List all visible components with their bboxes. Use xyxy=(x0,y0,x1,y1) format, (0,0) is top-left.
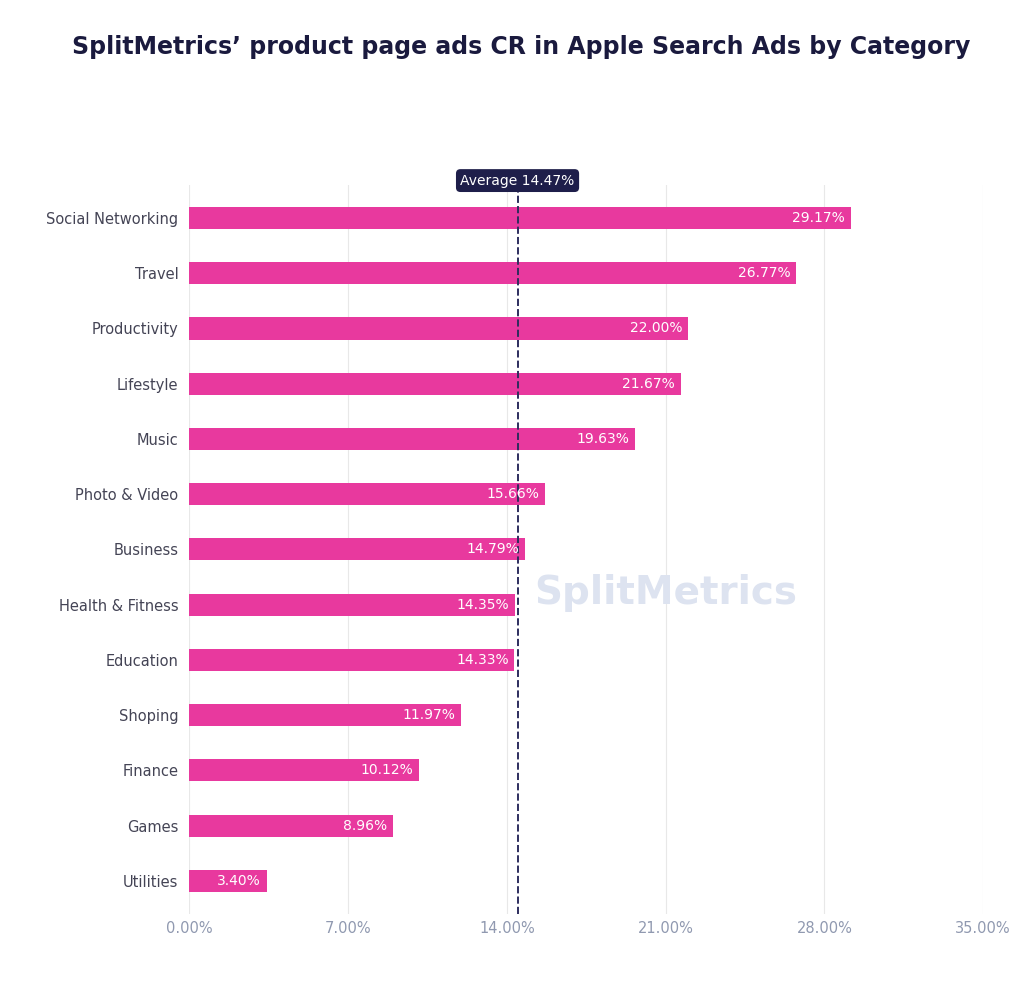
Bar xyxy=(189,318,688,340)
Bar xyxy=(189,593,515,615)
Bar xyxy=(189,814,392,837)
Text: 14.35%: 14.35% xyxy=(457,597,509,611)
Text: Average 14.47%: Average 14.47% xyxy=(461,174,574,188)
Text: 3.40%: 3.40% xyxy=(217,874,261,888)
Bar xyxy=(189,262,797,285)
Bar xyxy=(189,870,266,892)
Text: SplitMetrics’ product page ads CR in Apple Search Ads by Category: SplitMetrics’ product page ads CR in App… xyxy=(72,35,970,59)
Text: SplitMetrics: SplitMetrics xyxy=(535,574,797,612)
Text: 14.33%: 14.33% xyxy=(456,653,509,667)
Text: 15.66%: 15.66% xyxy=(486,488,539,501)
Text: 10.12%: 10.12% xyxy=(360,763,414,777)
Text: 19.63%: 19.63% xyxy=(575,432,629,446)
Bar xyxy=(189,704,461,726)
Text: 14.79%: 14.79% xyxy=(466,542,519,556)
Text: 22.00%: 22.00% xyxy=(630,322,683,336)
Bar xyxy=(189,207,851,229)
Bar xyxy=(189,373,681,395)
Bar xyxy=(189,649,514,671)
Text: 26.77%: 26.77% xyxy=(738,266,791,280)
Text: 21.67%: 21.67% xyxy=(623,377,675,391)
Text: 8.96%: 8.96% xyxy=(343,819,387,833)
Bar xyxy=(189,484,545,505)
Bar xyxy=(189,428,635,450)
Bar xyxy=(189,538,524,560)
Text: 11.97%: 11.97% xyxy=(402,708,456,722)
Text: 29.17%: 29.17% xyxy=(793,211,845,225)
Bar xyxy=(189,759,419,781)
